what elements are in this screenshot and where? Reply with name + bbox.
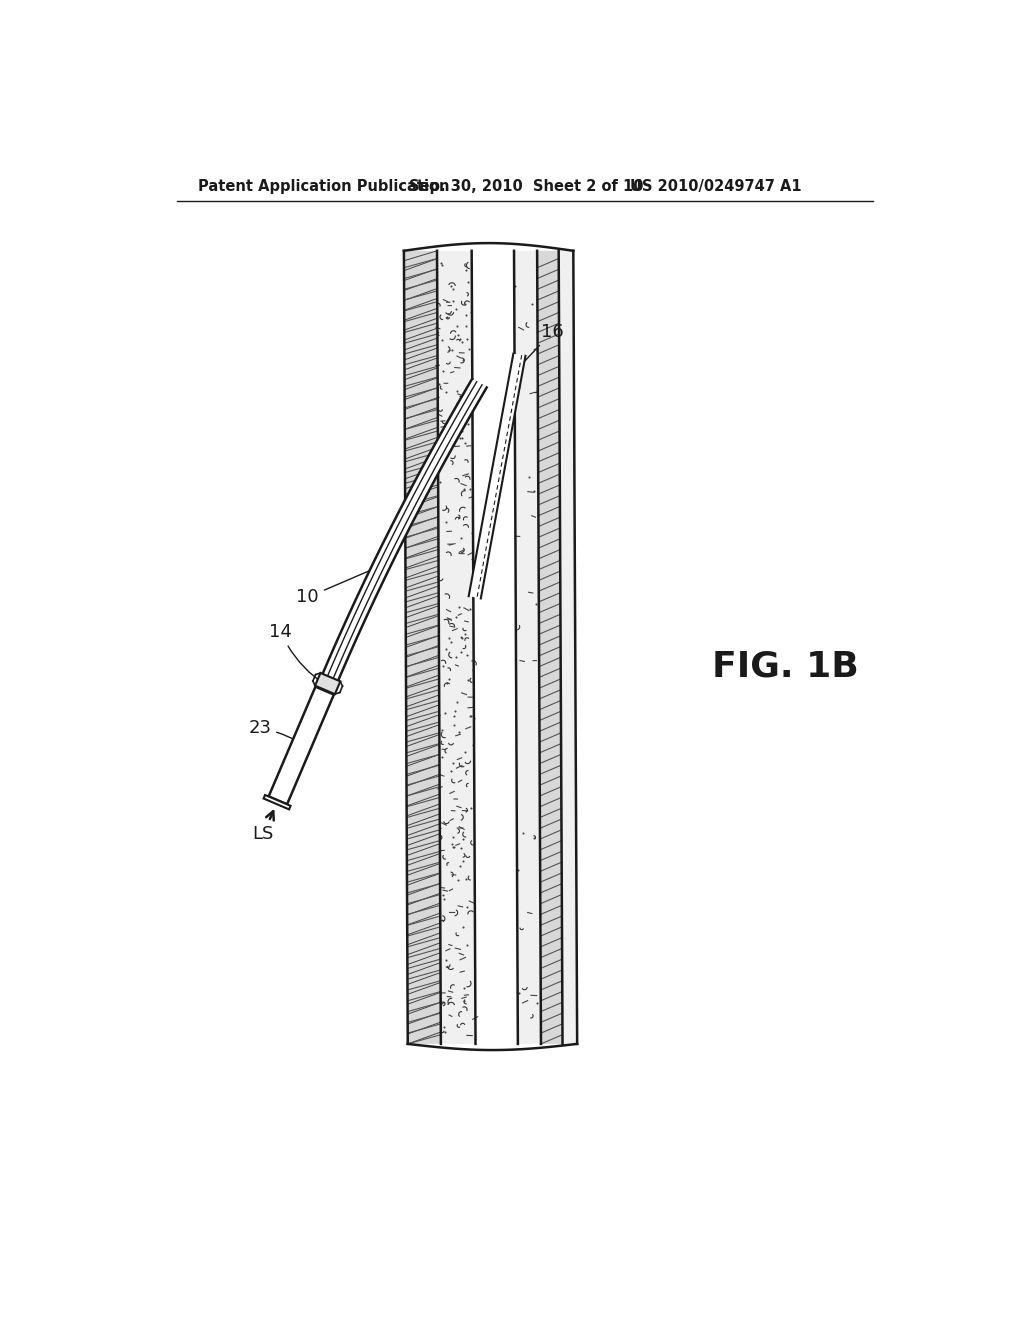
Polygon shape [514, 251, 541, 1044]
Polygon shape [403, 251, 441, 1044]
Polygon shape [319, 379, 486, 686]
Text: FIG. 1B: FIG. 1B [712, 649, 859, 684]
Text: Sep. 30, 2010  Sheet 2 of 10: Sep. 30, 2010 Sheet 2 of 10 [410, 180, 644, 194]
Text: 10: 10 [296, 565, 382, 606]
Text: US 2010/0249747 A1: US 2010/0249747 A1 [630, 180, 801, 194]
Text: Patent Application Publication: Patent Application Publication [199, 180, 450, 194]
Polygon shape [472, 251, 518, 1044]
Text: 16: 16 [516, 322, 564, 371]
Polygon shape [437, 251, 475, 1044]
Polygon shape [263, 795, 291, 809]
Polygon shape [268, 686, 334, 804]
Polygon shape [559, 251, 578, 1044]
Text: 23: 23 [248, 719, 300, 742]
Text: 14: 14 [269, 623, 325, 684]
Polygon shape [469, 354, 525, 598]
Polygon shape [315, 673, 340, 694]
Polygon shape [538, 251, 562, 1044]
Text: LS: LS [253, 825, 274, 843]
